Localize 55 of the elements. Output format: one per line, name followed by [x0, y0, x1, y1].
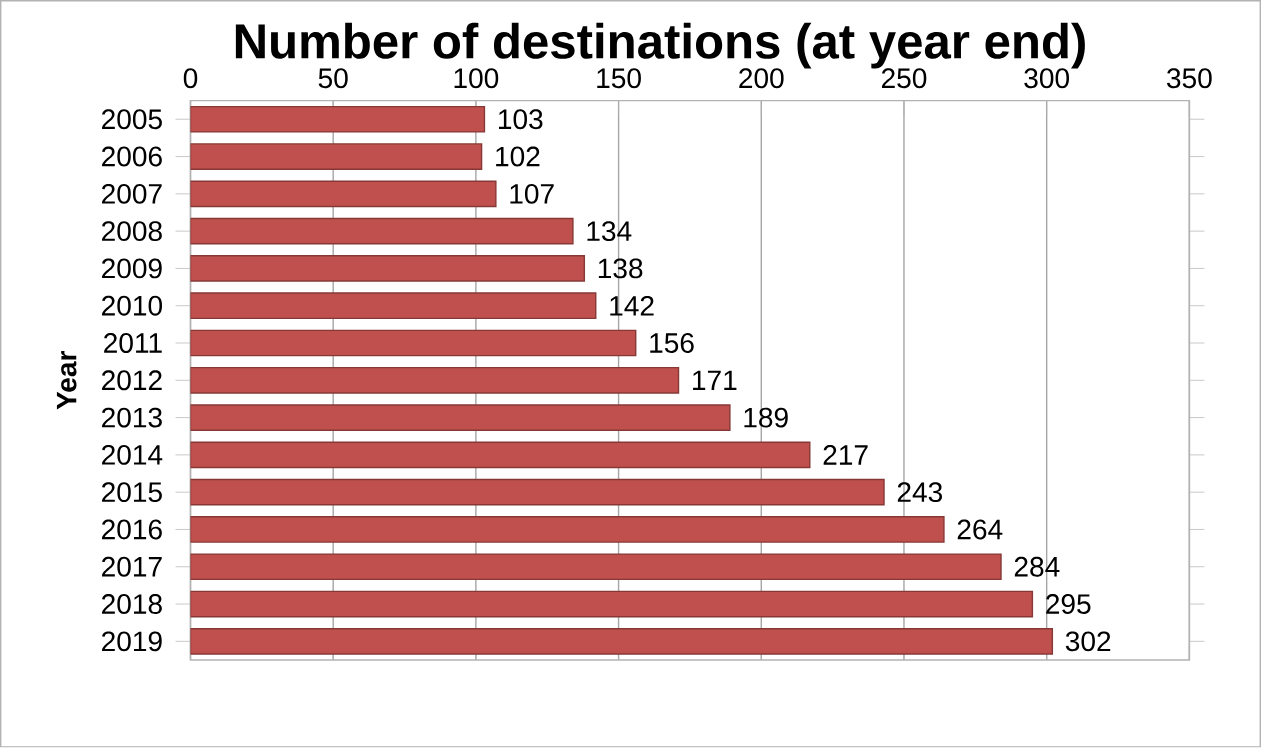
x-tick-label: 50 — [318, 68, 348, 89]
x-tick-label: 350 — [1166, 68, 1212, 89]
data-label: 134 — [587, 221, 632, 242]
bar — [190, 590, 1034, 618]
bar — [190, 441, 811, 469]
bar — [190, 143, 483, 171]
bar — [190, 106, 486, 133]
x-tick-label: 100 — [454, 68, 499, 89]
bar — [190, 404, 731, 432]
data-label: 142 — [610, 296, 654, 316]
y-tick-label: 2015 — [102, 482, 162, 503]
data-label: 295 — [1046, 594, 1091, 615]
y-tick-label: 2018 — [102, 594, 162, 615]
y-tick-label: 2006 — [102, 146, 162, 167]
bar — [190, 367, 680, 394]
bar — [190, 553, 1002, 581]
x-tick-label: 200 — [739, 68, 784, 89]
bar — [190, 516, 945, 543]
y-tick-label: 2011 — [104, 333, 162, 354]
bar — [190, 292, 597, 320]
bar — [190, 180, 497, 208]
data-label: 217 — [823, 445, 868, 465]
x-tick-label: 300 — [1024, 68, 1070, 89]
data-label: 102 — [496, 146, 540, 167]
bar — [190, 217, 574, 245]
data-label: 302 — [1065, 631, 1111, 652]
x-tick-label: 0 — [183, 68, 198, 89]
data-label: 103 — [499, 109, 543, 130]
data-label: 138 — [598, 258, 643, 279]
x-tick-label: 250 — [881, 68, 927, 89]
x-tick-label: 150 — [597, 68, 641, 89]
chart-title: Number of destinations (at year end) — [235, 22, 1085, 69]
bar — [190, 479, 885, 506]
data-label: 264 — [957, 519, 1003, 540]
data-label: 243 — [897, 482, 942, 503]
y-tick-label: 2014 — [102, 445, 163, 466]
y-tick-label: 2008 — [102, 221, 162, 242]
y-tick-label: 2019 — [102, 631, 162, 652]
data-label: 107 — [510, 184, 554, 204]
data-label: 156 — [650, 333, 694, 354]
y-axis-title: Year — [56, 351, 77, 410]
y-tick-label: 2010 — [102, 295, 163, 316]
bar — [190, 628, 1054, 655]
data-label: 189 — [744, 407, 788, 428]
bar — [190, 255, 586, 282]
y-tick-label: 2012 — [102, 370, 162, 391]
y-tick-label: 2016 — [102, 519, 162, 540]
y-tick-label: 2007 — [102, 184, 162, 204]
y-tick-label: 2009 — [102, 258, 162, 279]
data-label: 284 — [1014, 557, 1060, 577]
y-tick-label: 2005 — [102, 109, 162, 130]
y-tick-label: 2017 — [102, 557, 162, 577]
y-tick-label: 2013 — [102, 407, 162, 428]
data-label: 171 — [693, 370, 737, 391]
bar — [190, 329, 637, 357]
